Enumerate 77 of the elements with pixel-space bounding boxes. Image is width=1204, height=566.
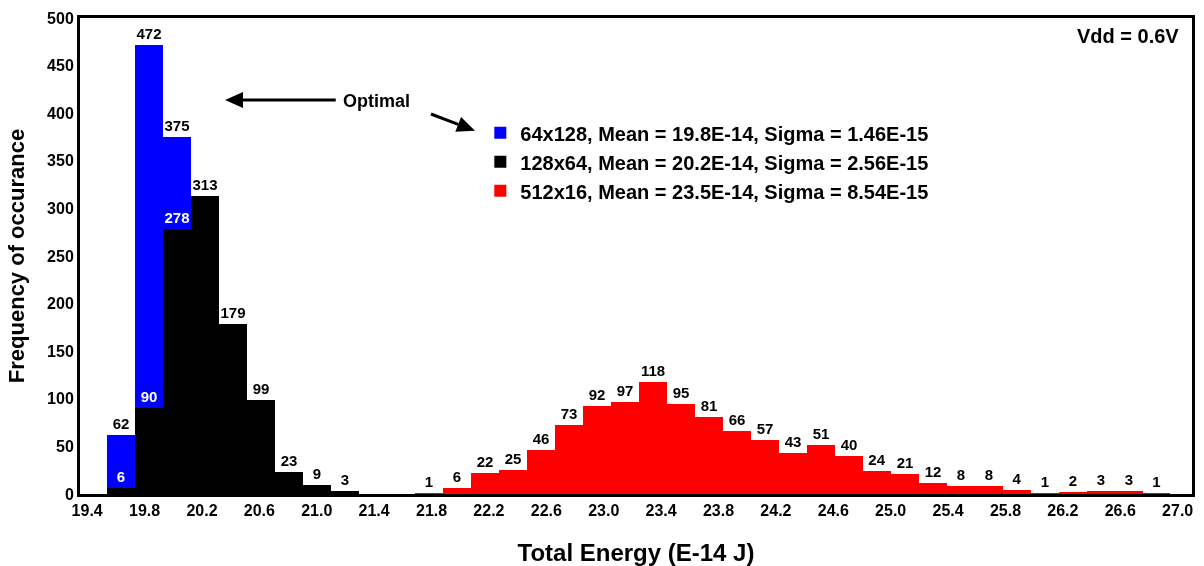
data-label: 3 (1124, 471, 1134, 488)
data-label: 57 (756, 420, 774, 437)
data-label: 43 (784, 433, 802, 450)
data-label: 21 (896, 454, 914, 471)
x-tick-label: 27.0 (1162, 502, 1194, 520)
data-label: 313 (192, 176, 218, 193)
legend-label: 512x16, Mean = 23.5E-14, Sigma = 8.54E-15 (520, 180, 929, 203)
y-tick-label: 100 (47, 390, 74, 408)
x-tick-label: 23.4 (645, 502, 677, 520)
data-label: 3 (340, 471, 350, 488)
data-label: 46 (532, 430, 550, 447)
data-label: 278 (164, 209, 190, 226)
y-tick-label: 0 (64, 485, 74, 503)
annotation: Vdd = 0.6V (1077, 25, 1180, 47)
data-label: 6 (452, 468, 462, 485)
data-label: 9 (312, 465, 322, 482)
y-tick-label: 500 (47, 9, 74, 27)
x-tick-label: 20.6 (243, 502, 276, 520)
x-tick-label: 24.6 (817, 502, 849, 520)
legend-label: 64x128, Mean = 19.8E-14, Sigma = 1.46E-15 (520, 122, 929, 145)
y-tick-label: 150 (47, 342, 74, 360)
y-tick-label: 50 (56, 438, 74, 455)
x-tick-label: 20.2 (186, 502, 218, 520)
data-label: 24 (868, 451, 886, 468)
data-label: 99 (252, 380, 270, 397)
x-tick-label: 25.0 (875, 502, 907, 520)
data-label: 3 (1096, 471, 1106, 488)
y-tick-label: 350 (47, 152, 74, 170)
y-axis-title: Frequency of occurance (4, 128, 29, 384)
data-label: 472 (136, 25, 162, 42)
data-label: 2 (1068, 472, 1078, 489)
data-label: 81 (700, 397, 718, 414)
data-label: 97 (616, 382, 634, 399)
data-label: 8 (984, 466, 994, 483)
data-label: 90 (140, 388, 158, 405)
x-tick-label: 21.8 (415, 502, 448, 520)
x-axis-title: Total Energy (E-14 J) (517, 539, 755, 566)
data-label: 25 (504, 450, 522, 467)
y-tick-label: 300 (47, 200, 74, 217)
data-label: 22 (476, 453, 494, 470)
x-tick-label: 24.2 (760, 502, 792, 520)
data-label: 4 (1012, 470, 1022, 487)
x-tick-label: 23.0 (588, 502, 620, 520)
x-tick-label: 19.8 (129, 502, 161, 520)
data-label: 6 (116, 468, 126, 485)
data-label: 1 (1040, 473, 1050, 490)
x-tick-label: 22.6 (530, 502, 562, 520)
y-tick-label: 250 (47, 247, 74, 265)
data-label: 1 (424, 473, 434, 490)
x-tick-label: 25.4 (932, 502, 964, 520)
x-tick-label: 22.2 (473, 502, 505, 520)
x-tick-label: 19.4 (71, 502, 103, 520)
x-tick-label: 26.6 (1104, 502, 1136, 520)
data-label: 179 (220, 304, 246, 321)
x-tick-label: 25.8 (989, 502, 1022, 520)
data-label: 73 (560, 405, 578, 422)
data-label: 95 (672, 384, 690, 401)
data-label: 12 (924, 463, 942, 480)
annotation: Optimal (343, 91, 411, 111)
data-label: 66 (728, 411, 746, 428)
y-tick-label: 450 (47, 57, 74, 75)
y-tick-label: 200 (47, 295, 74, 313)
data-label: 375 (164, 117, 190, 134)
y-tick-label: 400 (47, 104, 74, 122)
legend-label: 128x64, Mean = 20.2E-14, Sigma = 2.56E-15 (520, 151, 929, 174)
data-label: 92 (588, 386, 606, 403)
data-label: 1 (1152, 473, 1161, 490)
data-label: 51 (812, 425, 830, 442)
x-tick-label: 26.2 (1047, 502, 1079, 520)
data-label: 118 (640, 362, 666, 379)
data-label: 62 (112, 415, 130, 432)
data-label: 40 (840, 436, 858, 453)
x-tick-label: 23.8 (702, 502, 735, 520)
x-tick-label: 21.0 (301, 502, 333, 520)
data-label: 23 (280, 452, 298, 469)
x-tick-label: 21.4 (358, 502, 390, 520)
data-label: 8 (956, 466, 966, 483)
